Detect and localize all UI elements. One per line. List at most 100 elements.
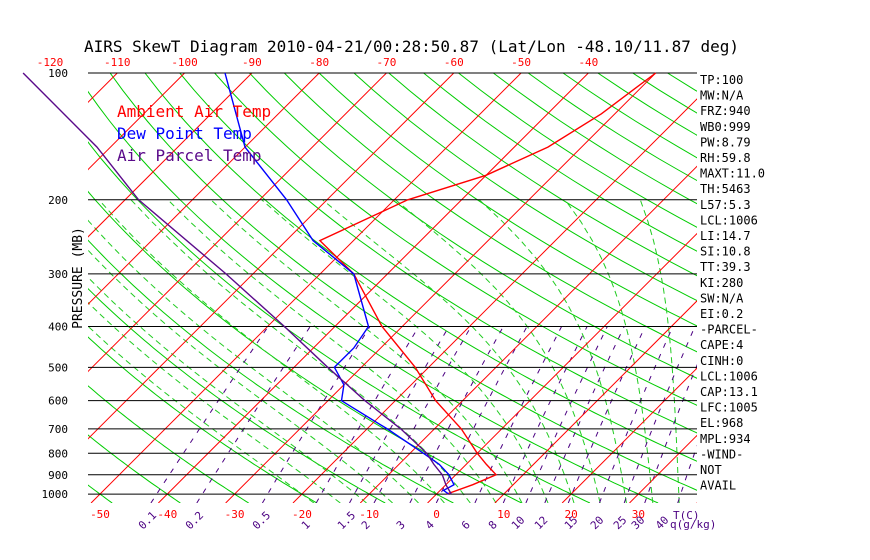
index-annotation: CAP:13.1	[700, 385, 758, 399]
x-top-tick-label: -100	[171, 56, 198, 69]
dry-adiabat	[214, 73, 697, 406]
mixing-ratio-label: 0.2	[183, 509, 206, 532]
x-top-tick-label: -80	[309, 56, 329, 69]
dry-adiabat	[88, 385, 249, 503]
dry-adiabat	[88, 434, 181, 503]
y-tick-label: 200	[48, 194, 68, 207]
y-tick-label: 800	[48, 447, 68, 460]
y-tick-label: 400	[48, 321, 68, 334]
legend-entry: Dew Point Temp	[117, 124, 252, 143]
dry-adiabat	[388, 73, 697, 277]
chart-title: AIRS SkewT Diagram 2010-04-21/00:28:50.8…	[84, 37, 739, 56]
mixing-ratio-line	[599, 326, 674, 503]
dry-adiabat	[88, 90, 659, 503]
x-top-tick-label: -110	[104, 56, 131, 69]
index-annotation: AVAIL	[700, 479, 736, 493]
x-bottom-tick-label: -20	[292, 508, 312, 521]
dry-adiabat	[179, 73, 697, 434]
dry-adiabat	[249, 73, 697, 379]
mixing-ratio-label: 40	[653, 514, 672, 533]
legend-entry: Air Parcel Temp	[117, 146, 262, 165]
dry-adiabat	[632, 73, 697, 114]
y-tick-label: 300	[48, 268, 68, 281]
mixing-ratio-label: 6	[459, 518, 473, 532]
index-annotation: SW:N/A	[700, 291, 744, 305]
dry-adiabat	[88, 484, 113, 503]
isotherm	[88, 73, 320, 305]
moist-adiabat	[88, 276, 367, 503]
index-annotation: RH:59.8	[700, 151, 751, 165]
x-bottom-tick-label: -40	[157, 508, 177, 521]
moist-adiabat	[639, 199, 680, 503]
index-annotation: LCL:1006	[700, 369, 758, 383]
mixing-ratio-line	[525, 326, 608, 503]
x-top-tick-label: -50	[511, 56, 531, 69]
index-annotation: WB0:999	[700, 120, 751, 134]
mixing-ratio-label: 1.5	[335, 509, 358, 532]
dry-adiabat	[318, 73, 697, 327]
isotherm	[494, 300, 697, 503]
mixing-ratio-label: 25	[611, 514, 630, 533]
index-annotation: SI:10.8	[700, 245, 751, 259]
index-annotation: TT:39.3	[700, 260, 751, 274]
index-annotation: TH:5463	[700, 182, 751, 196]
isotherm	[427, 232, 697, 503]
index-annotation: -PARCEL-	[700, 323, 758, 337]
mixing-ratio-label: 0.1	[136, 509, 159, 532]
index-annotation: MPL:934	[700, 432, 751, 446]
dry-adiabat	[88, 287, 386, 503]
isotherm	[292, 98, 697, 503]
index-annotation: LI:14.7	[700, 229, 751, 243]
index-annotation: L57:5.3	[700, 198, 751, 212]
index-annotation: CAPE:4	[700, 338, 743, 352]
mixing-ratio-line	[150, 326, 269, 503]
moist-adiabat	[478, 199, 627, 503]
ambient-air-temp-line	[318, 72, 657, 495]
dry-adiabat	[353, 73, 697, 302]
legend-entry: Ambient Air Temp	[117, 102, 271, 121]
grid-layer	[0, 72, 870, 503]
mixing-ratio-line	[567, 326, 646, 503]
mixing-ratio-line	[623, 326, 696, 503]
moist-adiabat	[88, 325, 315, 503]
mixing-ratio-line	[196, 326, 311, 503]
mixing-ratio-line	[409, 326, 504, 503]
isotherm	[764, 73, 870, 503]
index-annotation: NOT	[700, 463, 722, 477]
y-tick-label: 900	[48, 469, 68, 482]
mixing-ratio-labels: 0.1 0.2 0.5 1 1.5 2 3 4 6 8 10 12 15 20 25 30 40q(g/kg)	[136, 509, 716, 532]
isotherm	[561, 367, 697, 503]
index-annotation: PW:8.79	[700, 135, 751, 149]
mixing-ratio-line	[373, 326, 472, 503]
isotherm	[359, 165, 697, 503]
index-annotation: KI:280	[700, 276, 743, 290]
dry-adiabat	[0, 73, 44, 503]
index-annotation: EL:968	[700, 416, 743, 430]
mixing-ratio-line	[544, 326, 625, 503]
dry-adiabat	[144, 73, 697, 462]
mixing-ratio-label: 10	[509, 514, 528, 533]
x-top-tick-label: -90	[242, 56, 262, 69]
index-annotation: MW:N/A	[700, 89, 744, 103]
air-parcel-temp-line	[22, 72, 452, 495]
isotherm	[88, 73, 455, 440]
y-tick-label: 600	[48, 395, 68, 408]
mixing-ratio-unit: q(g/kg)	[670, 518, 716, 531]
x-bottom-tick-label: -50	[90, 508, 110, 521]
mixing-ratio-label: 0.5	[250, 509, 273, 532]
dry-adiabat	[667, 73, 697, 92]
moist-adiabat	[88, 301, 341, 503]
x-bottom-tick-label: 10	[497, 508, 510, 521]
index-annotation: CINH:0	[700, 354, 743, 368]
index-annotation: -WIND-	[700, 447, 743, 461]
isotherm	[88, 73, 253, 238]
moist-adiabat	[210, 199, 523, 503]
x-bottom-tick-label: 0	[433, 508, 440, 521]
x-bottom-tick-label: -30	[225, 508, 245, 521]
isotherm	[0, 73, 50, 503]
moist-adiabat	[564, 199, 654, 503]
index-annotation: EI:0.2	[700, 307, 743, 321]
x-top-tick-label: -60	[444, 56, 464, 69]
y-tick-label: 700	[48, 423, 68, 436]
